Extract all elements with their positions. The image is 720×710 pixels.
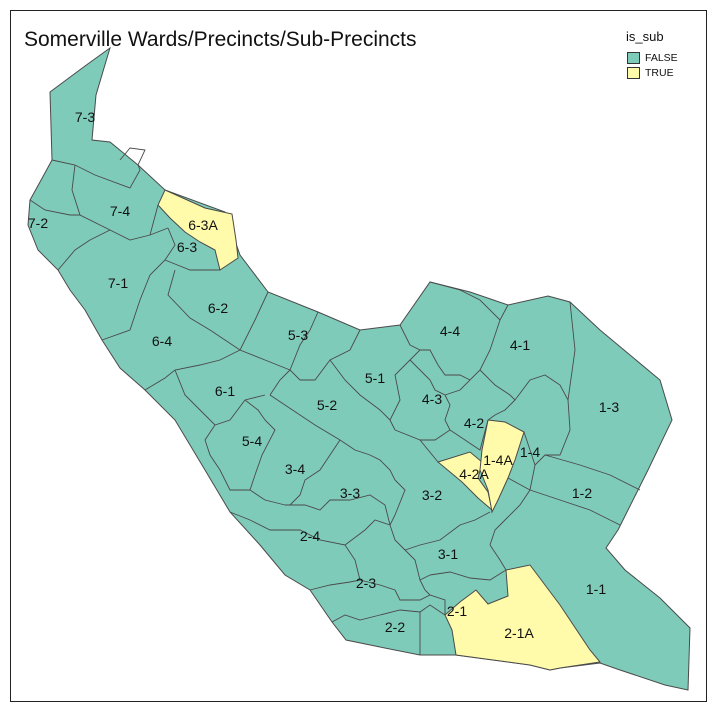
precinct-label-5-4: 5-4 [242,433,262,449]
precinct-label-1-4: 1-4 [520,444,540,460]
precinct-label-4-4: 4-4 [440,323,460,339]
precinct-label-3-3: 3-3 [340,485,360,501]
legend-label-true: TRUE [645,67,674,79]
legend-item-false: FALSE [627,51,678,65]
region-2-1A [444,564,601,671]
region-6-3A [157,189,239,271]
precinct-borders [29,147,641,655]
map-title: Somerville Wards/Precincts/Sub-Precincts [24,28,417,51]
precinct-label-2-1: 2-1 [447,603,467,619]
region-1-4A [479,419,525,514]
precinct-label-4-1: 4-1 [510,337,530,353]
legend-swatch-false [627,52,640,64]
legend-title: is_sub [626,29,664,44]
precinct-label-7-1: 7-1 [108,275,128,291]
precinct-label-5-3: 5-3 [288,327,308,343]
precinct-labels: 7-3 7-2 7-4 7-1 6-3 6-3A 6-2 6-4 6-1 5-3 5-1 5-2 5-4… [28,109,619,641]
precinct-label-5-1: 5-1 [365,370,385,386]
precinct-label-6-3A: 6-3A [188,217,218,233]
precinct-label-3-1: 3-1 [438,546,458,562]
precinct-label-2-4: 2-4 [300,528,320,544]
precinct-label-6-3: 6-3 [177,239,197,255]
precinct-label-1-4A: 1-4A [483,452,513,468]
map-frame [10,10,707,702]
precinct-label-1-3: 1-3 [599,399,619,415]
precinct-label-6-2: 6-2 [208,300,228,316]
precinct-label-7-4: 7-4 [110,203,130,219]
precinct-label-2-2: 2-2 [385,619,405,635]
precinct-label-5-2: 5-2 [317,397,337,413]
precinct-label-2-3: 2-3 [356,575,376,591]
precinct-label-6-1: 6-1 [215,383,235,399]
precinct-label-4-2A: 4-2A [459,466,489,482]
precinct-label-4-3: 4-3 [422,391,442,407]
precinct-label-3-4: 3-4 [285,461,305,477]
precinct-label-4-2: 4-2 [464,415,484,431]
precinct-label-1-2: 1-2 [572,485,592,501]
legend-label-false: FALSE [645,52,678,64]
precinct-label-7-3: 7-3 [75,109,95,125]
legend-swatch-true [627,67,640,79]
precinct-label-7-2: 7-2 [28,215,48,231]
precinct-label-3-2: 3-2 [422,487,442,503]
precinct-label-2-1A: 2-1A [504,625,534,641]
precinct-label-6-4: 6-4 [152,333,172,349]
legend-item-true: TRUE [627,66,674,80]
precinct-label-1-1: 1-1 [586,581,606,597]
